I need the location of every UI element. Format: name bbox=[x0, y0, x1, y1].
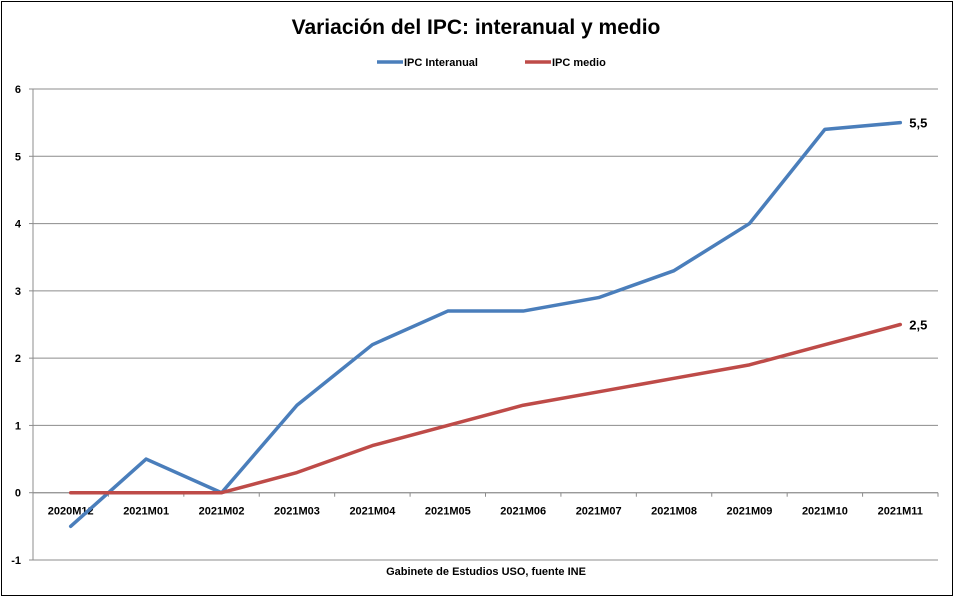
y-tick-label: 4 bbox=[15, 219, 22, 231]
y-tick-label: 1 bbox=[15, 420, 21, 432]
y-tick-label: 0 bbox=[15, 488, 21, 500]
x-tick-label: 2021M06 bbox=[500, 506, 546, 518]
x-tick-label: 2021M11 bbox=[878, 506, 923, 518]
series-line-ipc-medio bbox=[68, 322, 903, 495]
y-axis-ticks: -1 0 1 2 3 4 5 6 bbox=[11, 84, 22, 567]
source-note: Gabinete de Estudios USO, fuente INE bbox=[386, 566, 586, 578]
legend-item: IPC medio bbox=[525, 57, 606, 69]
chart-title: Variación del IPC: interanual y medio bbox=[292, 16, 661, 39]
x-tick-label: 2021M01 bbox=[123, 506, 169, 518]
x-tick-label: 2021M03 bbox=[274, 506, 320, 518]
end-labels: 5,5 2,5 bbox=[909, 116, 927, 333]
y-tick-label: 6 bbox=[15, 84, 21, 96]
x-tick-label: 2021M09 bbox=[727, 506, 773, 518]
x-axis-ticks: 2020M12 2021M01 2021M02 2021M03 2021M04 2021M… bbox=[32, 492, 939, 518]
data-label: 5,5 bbox=[909, 116, 927, 131]
x-tick-label: 2021M02 bbox=[199, 506, 245, 518]
y-tick-label: -1 bbox=[11, 555, 21, 567]
y-tick-label: 3 bbox=[15, 286, 21, 298]
legend-item: IPC Interanual bbox=[377, 57, 478, 69]
chart-legend: IPC Interanual IPC medio bbox=[377, 57, 606, 69]
x-tick-label: 2021M08 bbox=[651, 506, 697, 518]
x-tick-label: 2021M04 bbox=[349, 506, 396, 518]
x-tick-label: 2021M10 bbox=[802, 506, 848, 518]
x-tick-label: 2021M05 bbox=[425, 506, 471, 518]
y-tick-label: 2 bbox=[15, 353, 21, 365]
legend-label: IPC medio bbox=[552, 57, 606, 69]
x-tick-label: 2021M07 bbox=[576, 506, 622, 518]
y-tick-label: 5 bbox=[15, 151, 21, 163]
legend-label: IPC Interanual bbox=[404, 57, 478, 69]
series-line-ipc-interanual bbox=[68, 120, 903, 529]
data-label: 2,5 bbox=[909, 318, 927, 333]
series-lines bbox=[68, 120, 903, 529]
